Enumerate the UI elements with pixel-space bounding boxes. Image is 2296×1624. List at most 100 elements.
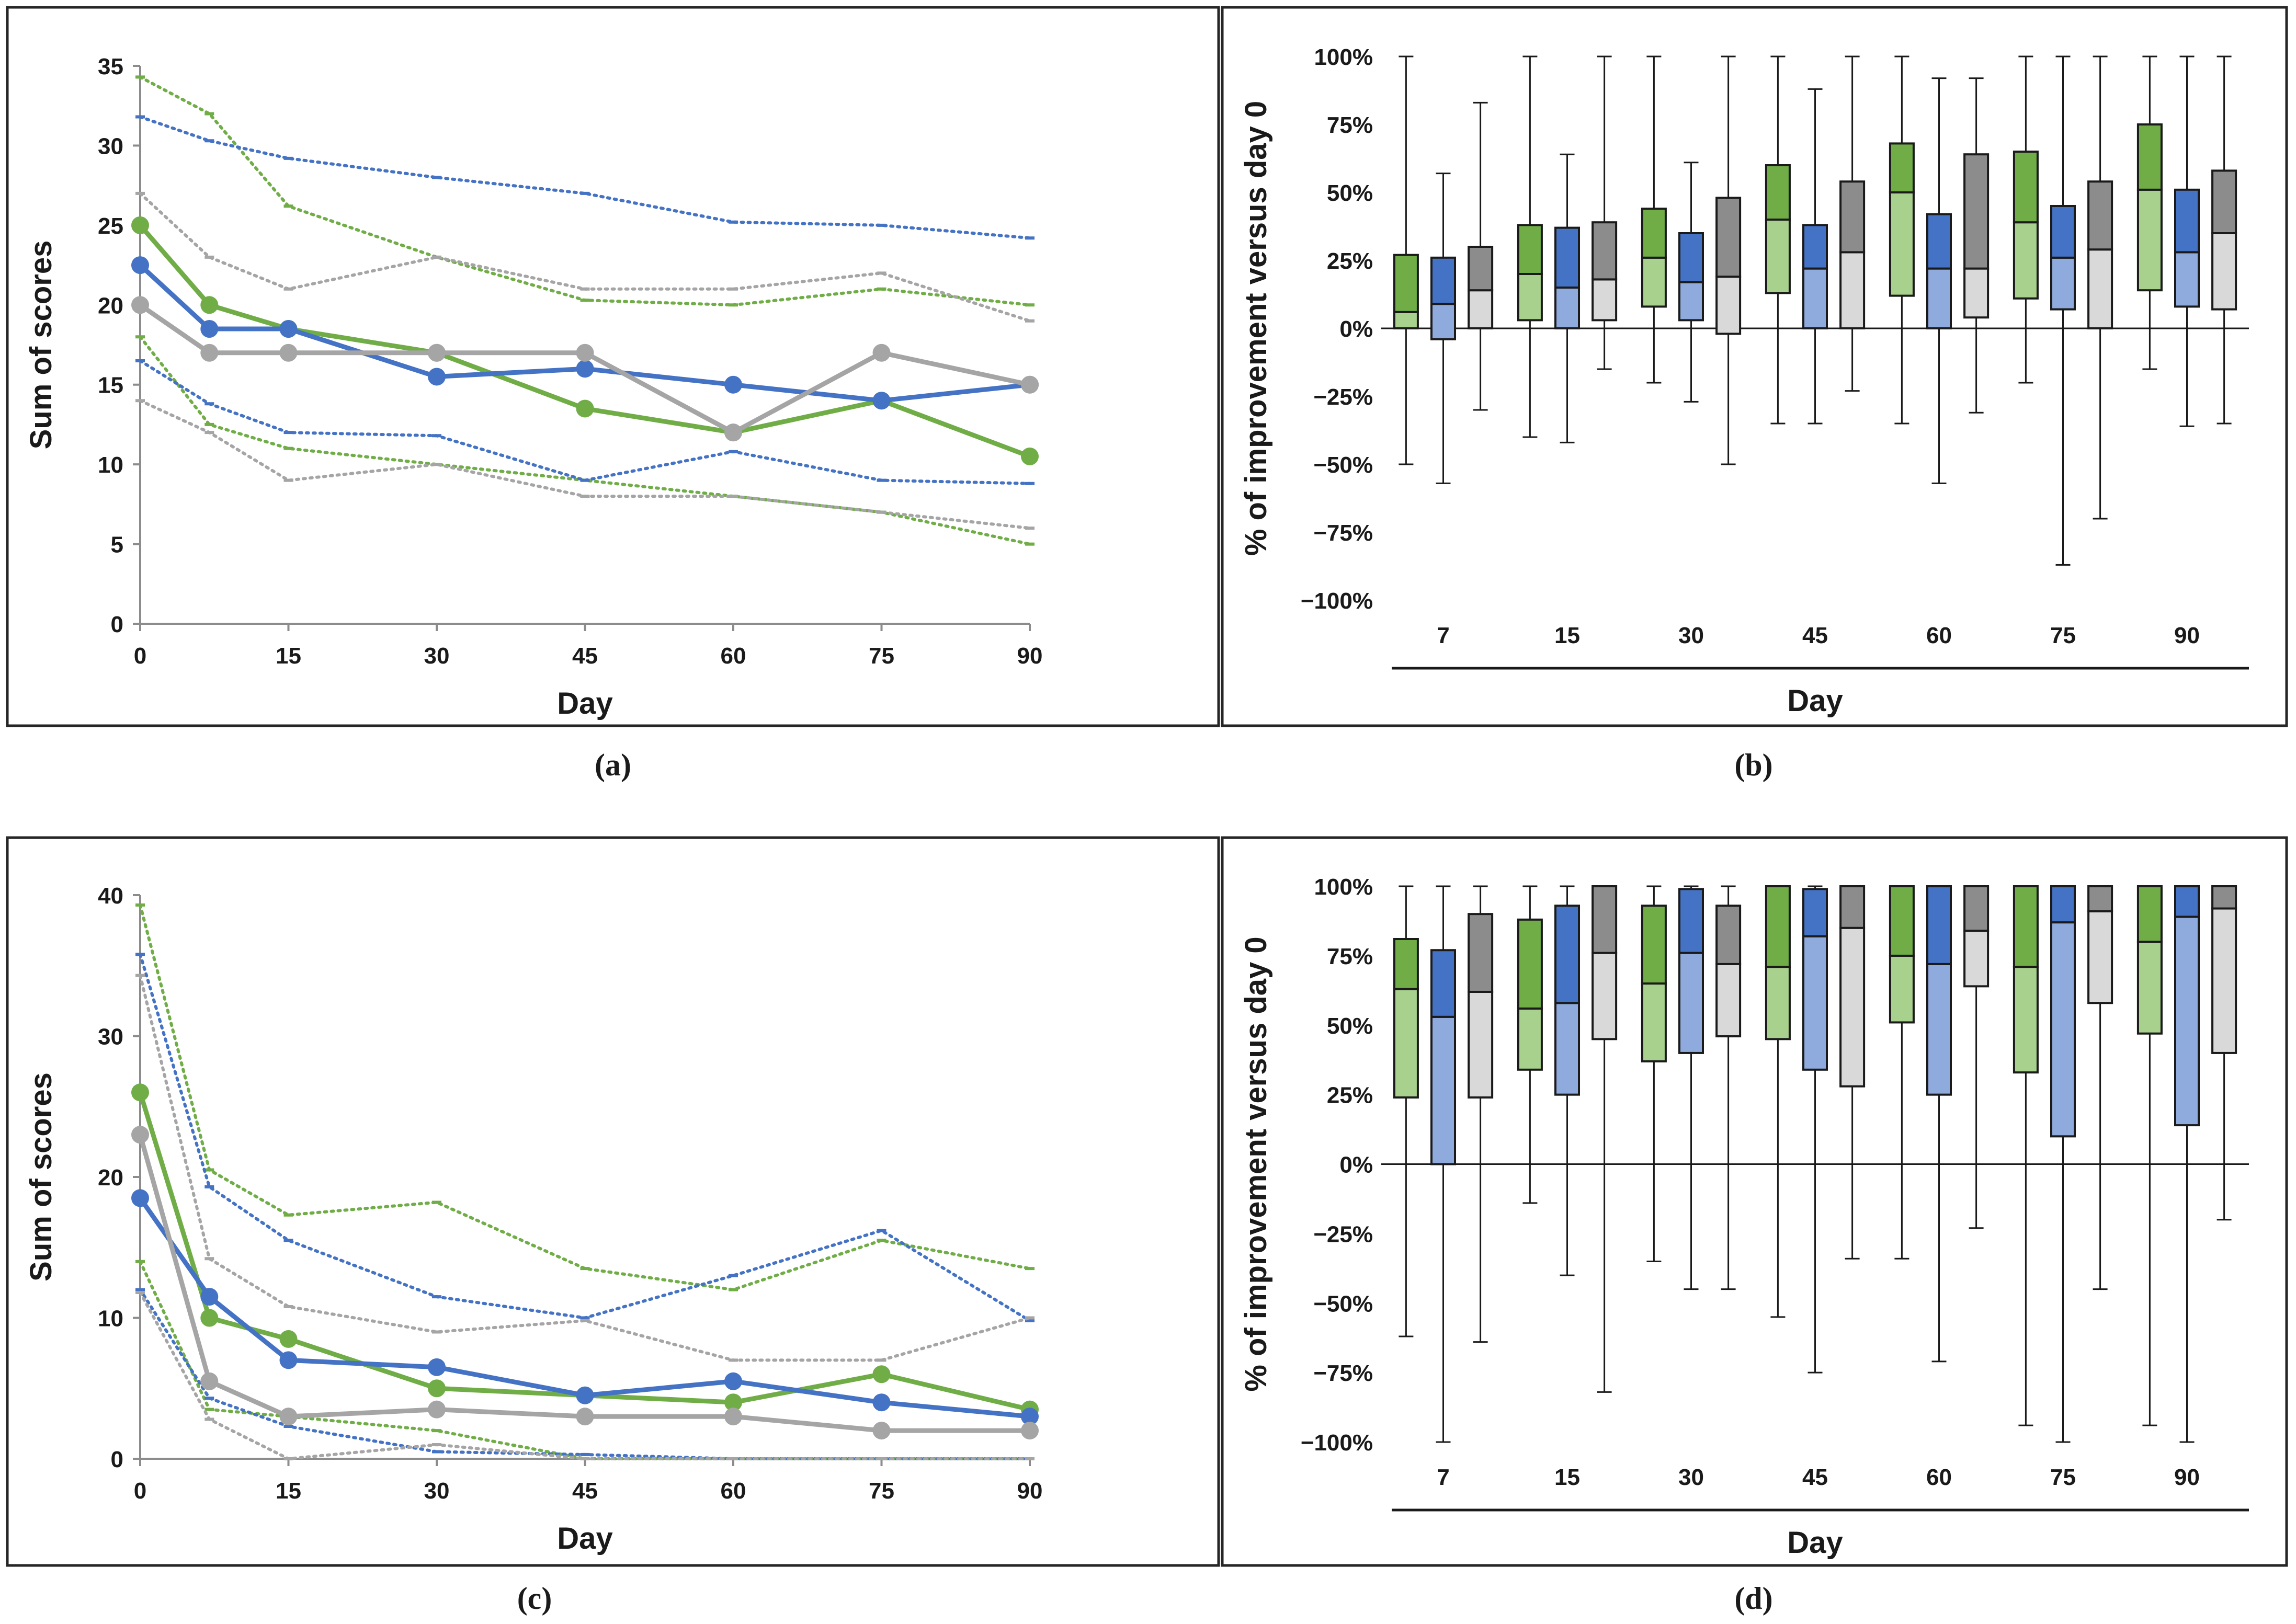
y-tick-label: 25 [98, 213, 123, 239]
box-lower-half [1430, 1015, 1457, 1165]
data-point [576, 399, 594, 418]
y-axis-title: Sum of scores [24, 241, 58, 450]
box-lower-half [1517, 273, 1543, 322]
box-upper-half [1592, 885, 1618, 954]
box-upper-half [1517, 224, 1543, 275]
box-group-60: 60 [1889, 885, 1990, 1490]
x-tick-label: 45 [572, 1478, 598, 1504]
box-upper-half [1802, 224, 1828, 270]
data-point [1021, 375, 1039, 394]
y-tick-label: 0% [1339, 1152, 1373, 1178]
data-point [279, 1408, 298, 1426]
x-tick-label: 60 [721, 643, 746, 669]
box-lower-half [1592, 952, 1618, 1040]
series-line [138, 223, 1031, 459]
box-blue [1430, 885, 1457, 1443]
box-lower-half [1468, 990, 1494, 1099]
x-tick-label: 60 [721, 1478, 746, 1504]
box-green [1517, 55, 1543, 438]
box-green [1641, 55, 1667, 384]
box-upper-half [1889, 885, 1915, 957]
box-upper-half [1839, 885, 1866, 929]
box-upper-half [1468, 913, 1494, 993]
data-point [428, 1400, 446, 1419]
box-upper-half [1592, 221, 1618, 281]
box-green [2013, 55, 2039, 384]
data-point [872, 1422, 891, 1440]
box-upper-half [1802, 888, 1828, 937]
y-tick-label: −50% [1313, 1291, 1373, 1317]
x-tick-label: 15 [1554, 623, 1580, 648]
data-point [279, 344, 298, 362]
series-blue-upper [135, 953, 1035, 1322]
y-axis-title: % of improvement versus day 0 [1239, 101, 1273, 556]
box-green [1765, 55, 1791, 425]
y-tick-label: 35 [98, 54, 123, 79]
box-lower-half [1802, 267, 1828, 329]
box-green [1517, 885, 1543, 1204]
box-lower-half [1963, 267, 1990, 319]
box-green [1393, 55, 1419, 465]
box-green [1393, 885, 1419, 1337]
y-tick-label: 5 [111, 532, 123, 558]
box-lower-half [1554, 287, 1581, 329]
series-line-dotted [139, 115, 1031, 240]
box-gray [1592, 885, 1618, 1393]
series-blue-upper [135, 115, 1035, 240]
box-lower-half [1802, 935, 1828, 1071]
x-tick-label: 90 [1017, 1478, 1043, 1504]
box-blue [1678, 885, 1704, 1290]
y-tick-label: 10 [98, 1306, 123, 1332]
box-lower-half [2050, 921, 2076, 1138]
box-lower-half [2211, 232, 2237, 311]
series-line-dotted [139, 335, 1031, 546]
box-lower-half [2136, 188, 2163, 292]
data-point [131, 216, 149, 234]
box-gray [2211, 55, 2237, 425]
x-tick-label: 30 [424, 643, 450, 669]
box-blue [2174, 885, 2200, 1443]
y-tick-label: −75% [1313, 1360, 1373, 1386]
box-upper-half [2174, 188, 2200, 254]
data-point [200, 344, 219, 362]
box-upper-half [1678, 232, 1704, 283]
x-axis-title: Day [557, 1522, 612, 1556]
box-upper-half [1715, 905, 1742, 965]
y-tick-label: 0 [111, 1447, 123, 1472]
series-line [139, 303, 1030, 435]
box-lower-half [1889, 191, 1915, 297]
y-axis-title: % of improvement versus day 0 [1239, 936, 1273, 1391]
box-upper-half [2087, 885, 2113, 912]
data-point [872, 1365, 891, 1383]
data-point [200, 1309, 219, 1327]
data-point [131, 296, 149, 314]
box-lower-half [1468, 289, 1494, 330]
box-group-30: 30 [1641, 55, 1742, 648]
x-axis-title: Day [1787, 1526, 1843, 1560]
data-point [279, 1351, 298, 1369]
y-tick-label: −100% [1301, 588, 1373, 614]
box-group-7: 7 [1393, 55, 1494, 648]
chart-c: 0 10 20 30 40 0 15 30 45 60 75 90 Day Sum of scores [6, 836, 1220, 1567]
box-upper-half [1715, 197, 1742, 278]
x-tick-label: 45 [1802, 1465, 1828, 1490]
data-point [1021, 1408, 1039, 1426]
chart-frame [1221, 6, 2288, 727]
data-point [428, 344, 446, 362]
box-upper-half [1765, 164, 1791, 221]
box-lower-half [2087, 910, 2113, 1004]
box-upper-half [1963, 153, 1990, 270]
data-point [576, 344, 594, 362]
box-upper-half [1889, 142, 1915, 193]
y-tick-label: 30 [98, 133, 123, 159]
box-upper-half [1926, 213, 1952, 270]
box-gray [1715, 55, 1742, 465]
box-group-30: 30 [1641, 885, 1742, 1490]
box-group-15: 15 [1517, 55, 1618, 648]
box-lower-half [1839, 251, 1866, 329]
box-lower-half [1430, 303, 1457, 340]
chart-b: 100% 75% 50% 25% 0% −25% −50% −75% −100% 7 15 30 45 6… [1221, 6, 2288, 727]
box-upper-half [1963, 885, 1990, 932]
box-upper-half [1554, 905, 1581, 1004]
